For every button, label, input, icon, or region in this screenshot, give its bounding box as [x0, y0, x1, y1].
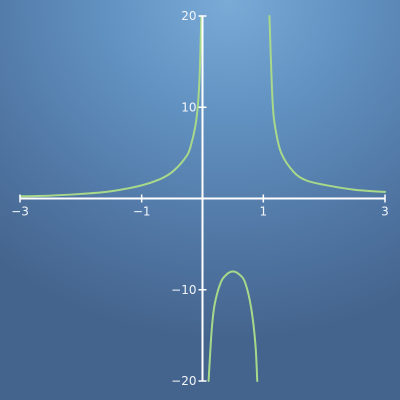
- y-tick-label: 10: [181, 100, 196, 114]
- y-tick-label: −20: [171, 374, 196, 388]
- curve-branch-1: [19, 15, 203, 198]
- axes-layer: [20, 16, 385, 381]
- y-ticks: 20 10 −10 −20: [171, 9, 207, 388]
- x-tick-label: 3: [381, 205, 389, 219]
- x-tick-label: −1: [133, 205, 151, 219]
- y-tick-label: −10: [171, 283, 196, 297]
- curve-branch-2: [207, 270, 259, 382]
- curves-layer: [19, 15, 386, 382]
- x-tick-label: 1: [260, 205, 268, 219]
- x-ticks: −3 −1 1 3: [11, 194, 389, 219]
- x-tick-label: −3: [11, 205, 29, 219]
- curve-branch-3: [268, 15, 386, 193]
- y-tick-label: 20: [181, 9, 196, 23]
